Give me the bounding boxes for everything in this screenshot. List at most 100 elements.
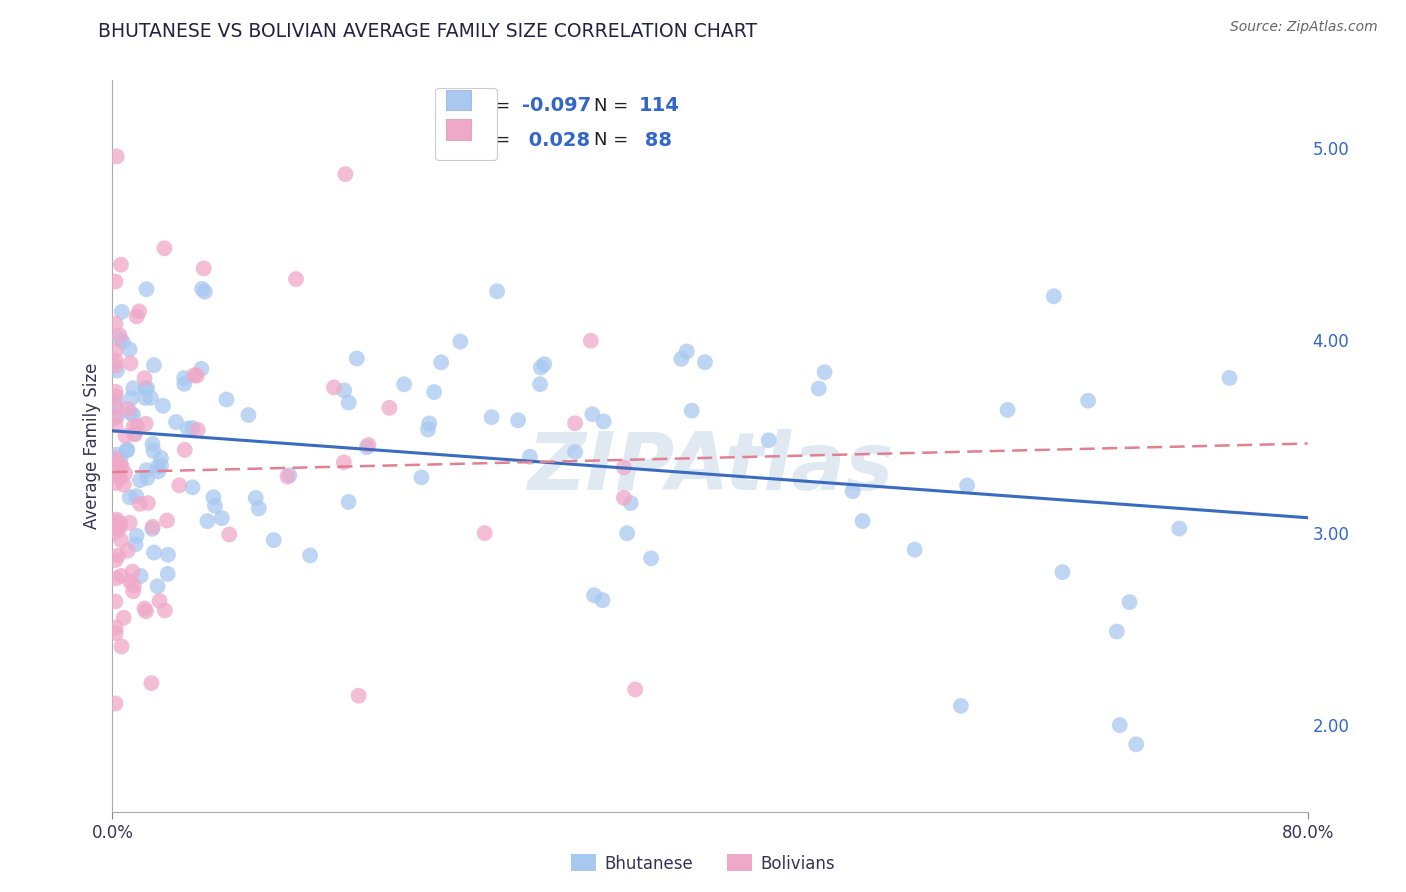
Point [430, 355, 453, 369]
Point [333, 384, 356, 398]
Point [529, 377, 551, 392]
Point [1077, 393, 1099, 408]
Point [104, 626, 127, 640]
Point [108, 520, 131, 534]
Point [105, 466, 128, 480]
Point [104, 401, 127, 415]
Point [481, 410, 503, 425]
Point [120, 574, 142, 589]
Point [141, 676, 163, 690]
Point [104, 515, 127, 529]
Point [120, 391, 142, 405]
Text: 0.028: 0.028 [523, 131, 591, 150]
Point [218, 527, 240, 541]
Point [125, 529, 148, 543]
Point [142, 520, 165, 534]
Point [530, 360, 553, 375]
Point [949, 698, 972, 713]
Point [124, 426, 146, 441]
Point [117, 442, 139, 457]
Point [211, 511, 233, 525]
Point [474, 526, 496, 541]
Y-axis label: Average Family Size: Average Family Size [83, 363, 101, 529]
Point [139, 391, 162, 405]
Point [142, 444, 165, 458]
Text: R =: R = [477, 131, 510, 149]
Point [681, 403, 703, 417]
Point [128, 304, 150, 318]
Point [104, 353, 127, 368]
Point [122, 408, 145, 422]
Point [104, 456, 127, 470]
Point [104, 275, 127, 289]
Point [416, 423, 439, 437]
Point [675, 344, 697, 359]
Point [110, 258, 132, 272]
Point [852, 514, 875, 528]
Point [104, 621, 127, 635]
Point [423, 385, 446, 400]
Point [485, 285, 508, 299]
Point [323, 380, 346, 394]
Point [153, 241, 176, 255]
Point [1108, 718, 1130, 732]
Point [1125, 737, 1147, 751]
Point [105, 409, 128, 424]
Point [337, 495, 360, 509]
Point [337, 395, 360, 409]
Point [613, 460, 636, 475]
Point [110, 533, 132, 547]
Point [758, 434, 780, 448]
Point [392, 377, 415, 392]
Point [583, 588, 606, 602]
Point [110, 640, 132, 654]
Point [263, 533, 285, 547]
Point [134, 391, 156, 405]
Point [173, 371, 195, 385]
Point [146, 579, 169, 593]
Point [591, 593, 613, 607]
Point [204, 499, 226, 513]
Point [121, 565, 143, 579]
Point [122, 584, 145, 599]
Point [135, 604, 157, 618]
Point [104, 517, 127, 532]
Text: -0.097: -0.097 [523, 96, 592, 115]
Point [620, 496, 643, 510]
Point [533, 357, 555, 371]
Point [449, 334, 471, 349]
Point [104, 594, 127, 608]
Point [108, 332, 131, 346]
Point [105, 448, 128, 462]
Point [671, 351, 693, 366]
Point [136, 381, 159, 395]
Point [141, 437, 163, 451]
Point [104, 317, 127, 331]
Point [120, 406, 142, 420]
Point [125, 310, 148, 324]
Point [333, 455, 356, 469]
Point [117, 543, 139, 558]
Point [183, 368, 205, 383]
Text: Source: ZipAtlas.com: Source: ZipAtlas.com [1230, 20, 1378, 34]
Point [107, 463, 129, 477]
Point [107, 468, 129, 483]
Point [357, 438, 380, 452]
Point [114, 467, 136, 481]
Point [105, 149, 128, 163]
Point [997, 403, 1019, 417]
Legend:  ,  : , [436, 87, 496, 160]
Point [118, 343, 141, 357]
Point [167, 478, 190, 492]
Point [120, 356, 142, 370]
Point [125, 489, 148, 503]
Point [104, 384, 127, 399]
Point [841, 484, 863, 499]
Point [194, 285, 217, 299]
Point [142, 358, 165, 372]
Point [346, 351, 368, 366]
Point [105, 363, 128, 377]
Point [104, 389, 127, 403]
Point [104, 411, 127, 425]
Point [105, 512, 128, 526]
